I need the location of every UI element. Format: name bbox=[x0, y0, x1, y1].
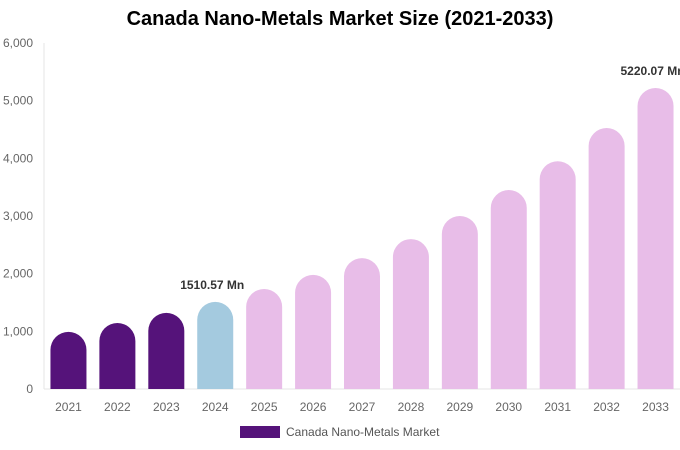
x-tick-label: 2032 bbox=[593, 400, 620, 414]
y-tick-label: 6,000 bbox=[3, 36, 33, 50]
data-label-2024: 1510.57 Mn bbox=[180, 278, 244, 292]
y-tick-label: 3,000 bbox=[3, 209, 33, 223]
x-tick-label: 2028 bbox=[398, 400, 425, 414]
x-tick-label: 2021 bbox=[55, 400, 82, 414]
bar-2028 bbox=[392, 239, 429, 389]
bar-2022 bbox=[99, 322, 136, 389]
x-tick-label: 2023 bbox=[153, 400, 180, 414]
bar-2031 bbox=[539, 161, 576, 389]
x-tick-label: 2031 bbox=[544, 400, 571, 414]
legend[interactable]: Canada Nano-Metals Market bbox=[240, 425, 439, 439]
bar-2027 bbox=[344, 258, 380, 389]
bar-2033 bbox=[637, 87, 674, 390]
x-tick-label: 2027 bbox=[349, 400, 376, 414]
y-tick-label: 2,000 bbox=[3, 267, 33, 281]
x-tick-label: 2025 bbox=[251, 400, 278, 414]
y-tick-label: 1,000 bbox=[3, 324, 33, 338]
bar-2025 bbox=[246, 288, 283, 389]
legend-swatch bbox=[240, 426, 280, 438]
bar-2032 bbox=[588, 128, 625, 389]
bar-2023 bbox=[148, 312, 185, 389]
x-tick-label: 2026 bbox=[300, 400, 327, 414]
y-tick-label: 0 bbox=[26, 382, 33, 396]
y-tick-label: 4,000 bbox=[3, 151, 33, 165]
x-tick-label: 2029 bbox=[446, 400, 473, 414]
x-tick-label: 2022 bbox=[104, 400, 131, 414]
y-tick-label: 5,000 bbox=[3, 94, 33, 108]
x-tick-label: 2024 bbox=[202, 400, 229, 414]
x-tick-label: 2030 bbox=[495, 400, 522, 414]
bar-2024 bbox=[197, 301, 234, 389]
legend-label: Canada Nano-Metals Market bbox=[286, 425, 440, 439]
bar-2021 bbox=[50, 331, 87, 389]
bar-2029 bbox=[441, 216, 478, 389]
bar-2026 bbox=[295, 274, 332, 389]
data-label-2033: 5220.07 Mn bbox=[621, 64, 680, 78]
bar-2030 bbox=[490, 190, 527, 389]
chart-title: Canada Nano-Metals Market Size (2021-203… bbox=[126, 8, 554, 30]
x-tick-label: 2033 bbox=[642, 400, 669, 414]
